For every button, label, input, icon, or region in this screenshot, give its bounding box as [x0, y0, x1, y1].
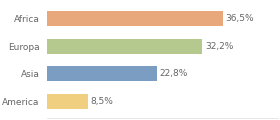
Text: 8,5%: 8,5% — [91, 97, 114, 106]
Bar — [47, 94, 88, 109]
Bar — [47, 66, 157, 81]
Bar — [47, 39, 202, 54]
Text: 32,2%: 32,2% — [205, 42, 233, 51]
Bar — [47, 11, 223, 26]
Text: 36,5%: 36,5% — [225, 14, 254, 23]
Text: 22,8%: 22,8% — [160, 69, 188, 78]
